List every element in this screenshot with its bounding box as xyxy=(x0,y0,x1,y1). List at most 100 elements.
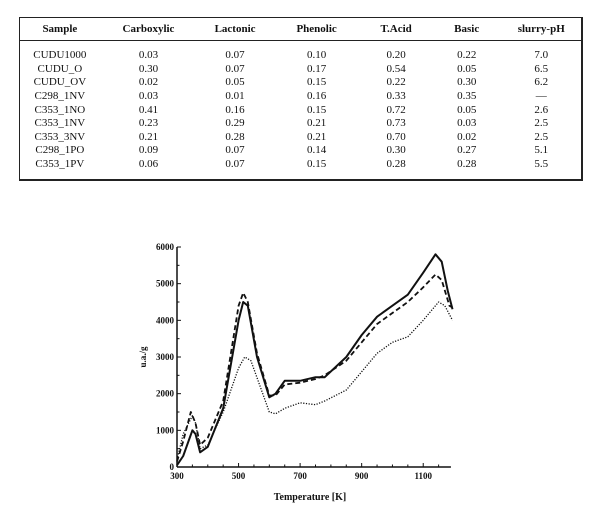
table-cell: 0.20 xyxy=(386,49,406,62)
table-header: Sample Carboxylic Lactonic Phenolic T.Acid Ba… xyxy=(20,18,581,41)
table-cell: — xyxy=(535,90,547,103)
table-cell: 0.03 xyxy=(138,49,159,62)
series-lines xyxy=(176,253,454,466)
x-tick-label: 700 xyxy=(293,471,307,481)
table-cell: 0.07 xyxy=(225,158,245,171)
table-row: C298_1PO 0.09 0.07 0.14 0.30 0.27 5.1 xyxy=(20,144,581,158)
table-cell: 0.28 xyxy=(225,130,245,143)
table-cell: 0.33 xyxy=(386,90,406,103)
table-cell: CUDU_OV xyxy=(33,76,87,89)
series-line-solid xyxy=(176,253,454,466)
table-cell: 5.1 xyxy=(534,144,549,157)
y-tick-label: 6000 xyxy=(156,242,175,252)
table-cell: 0.21 xyxy=(306,130,327,143)
table-cell: 0.02 xyxy=(457,130,477,143)
table-cell: 0.54 xyxy=(386,62,406,75)
column-header: Phenolic xyxy=(272,18,361,41)
table-cell: 0.07 xyxy=(225,49,245,62)
x-tick-label: 1100 xyxy=(414,471,432,481)
table-cell: 0.22 xyxy=(457,49,477,62)
table-cell: 0.15 xyxy=(306,103,327,116)
table-row: C353_1PV 0.06 0.07 0.15 0.28 0.28 5.5 xyxy=(20,158,581,172)
table-cell: 0.73 xyxy=(386,117,406,130)
table-cell: 0.41 xyxy=(138,103,159,116)
table-cell: 0.27 xyxy=(457,144,477,157)
series-line-dashed xyxy=(176,273,453,462)
table-cell: 0.05 xyxy=(457,103,477,116)
table-row: C353_1NO 0.41 0.16 0.15 0.72 0.05 2.6 xyxy=(20,103,581,117)
column-header: Lactonic xyxy=(197,18,273,41)
table-cell: 0.30 xyxy=(386,144,406,157)
table-cell: 6.5 xyxy=(534,62,549,75)
table-cell: 2.5 xyxy=(534,117,549,130)
table-cell: 0.70 xyxy=(386,130,406,143)
table-cell: 0.21 xyxy=(138,130,159,143)
table-cell: 2.6 xyxy=(534,103,549,116)
table-row: CUDU1000 0.03 0.07 0.10 0.20 0.22 7.0 xyxy=(20,41,581,63)
column-header: Sample xyxy=(20,18,100,41)
y-tick-label: 0 xyxy=(170,462,175,472)
table-cell: 0.16 xyxy=(306,90,327,103)
table-cell: 0.02 xyxy=(138,76,159,89)
table-cell: 0.07 xyxy=(225,62,245,75)
axes: 300 500 700 900 1100 0 1000 2000 3000 4000 5000 600… xyxy=(156,242,451,481)
table-row: CUDU_OV 0.02 0.05 0.15 0.22 0.30 6.2 xyxy=(20,76,581,90)
x-axis-label: Temperature [K] xyxy=(274,492,347,503)
table-cell: 0.72 xyxy=(386,103,406,116)
x-tick-label: 900 xyxy=(355,471,369,481)
table-cell: 0.28 xyxy=(457,158,477,171)
table-cell: 0.22 xyxy=(386,76,406,89)
table-cell: C353_1NV xyxy=(34,117,86,130)
table-cell: 6.2 xyxy=(534,76,549,89)
y-tick-label: 3000 xyxy=(156,352,175,362)
table-cell: 0.16 xyxy=(225,103,245,116)
table-cell: C353_1NO xyxy=(34,103,86,116)
table-cell: 0.35 xyxy=(457,90,477,103)
table-cell: 0.03 xyxy=(457,117,477,130)
column-header: slurry-pH xyxy=(501,18,581,41)
x-tick-label: 300 xyxy=(170,471,184,481)
table-row: C353_1NV 0.23 0.29 0.21 0.73 0.03 2.5 xyxy=(20,117,581,131)
table-cell: 0.14 xyxy=(306,144,327,157)
table-cell: CUDU1000 xyxy=(33,49,87,62)
table-cell: C353_1PV xyxy=(35,158,85,171)
table-cell: 0.21 xyxy=(306,117,327,130)
table-cell: 5.5 xyxy=(534,158,549,171)
table-cell: 0.17 xyxy=(306,62,327,75)
table-cell: 0.06 xyxy=(138,158,159,171)
column-header: Basic xyxy=(431,18,502,41)
table-cell: C298_1PO xyxy=(35,144,85,157)
table-cell: 0.30 xyxy=(457,76,477,89)
table-cell: CUDU_O xyxy=(37,62,83,75)
x-tick-label: 500 xyxy=(232,471,246,481)
y-tick-label: 4000 xyxy=(156,315,175,325)
y-tick-label: 5000 xyxy=(156,279,175,289)
table-cell: C298_1NV xyxy=(34,90,86,103)
table-cell: 0.10 xyxy=(306,49,327,62)
table-cell: 0.15 xyxy=(306,158,327,171)
y-tick-label: 2000 xyxy=(156,389,175,399)
table-cell: 0.03 xyxy=(138,90,159,103)
table-row: C298_1NV 0.03 0.01 0.16 0.33 0.35 — xyxy=(20,90,581,104)
y-axis-label: u.a./g xyxy=(138,346,148,368)
table-cell: 0.15 xyxy=(306,76,327,89)
table-cell: 0.05 xyxy=(225,76,245,89)
table-cell: 2.5 xyxy=(534,130,549,143)
table-cell: 0.29 xyxy=(225,117,245,130)
series-line-dotted xyxy=(176,301,454,460)
y-tick-label: 1000 xyxy=(156,425,175,435)
table-cell: 0.23 xyxy=(138,117,159,130)
table-cell: 0.09 xyxy=(138,144,159,157)
table-cell: 0.01 xyxy=(225,90,245,103)
table-cell: 0.05 xyxy=(457,62,477,75)
table-row: CUDU_O 0.30 0.07 0.17 0.54 0.05 6.5 xyxy=(20,63,581,77)
table-row: C353_3NV 0.21 0.28 0.21 0.70 0.02 2.5 xyxy=(20,131,581,145)
column-header: T.Acid xyxy=(360,18,432,41)
table-cell: 7.0 xyxy=(534,49,549,62)
table-cell: 0.30 xyxy=(138,62,159,75)
table-cell: C353_3NV xyxy=(34,130,86,143)
data-table: Sample Carboxylic Lactonic Phenolic T.Acid Ba… xyxy=(19,17,583,181)
table-cell: 0.28 xyxy=(386,158,406,171)
column-header: Carboxylic xyxy=(99,18,198,41)
